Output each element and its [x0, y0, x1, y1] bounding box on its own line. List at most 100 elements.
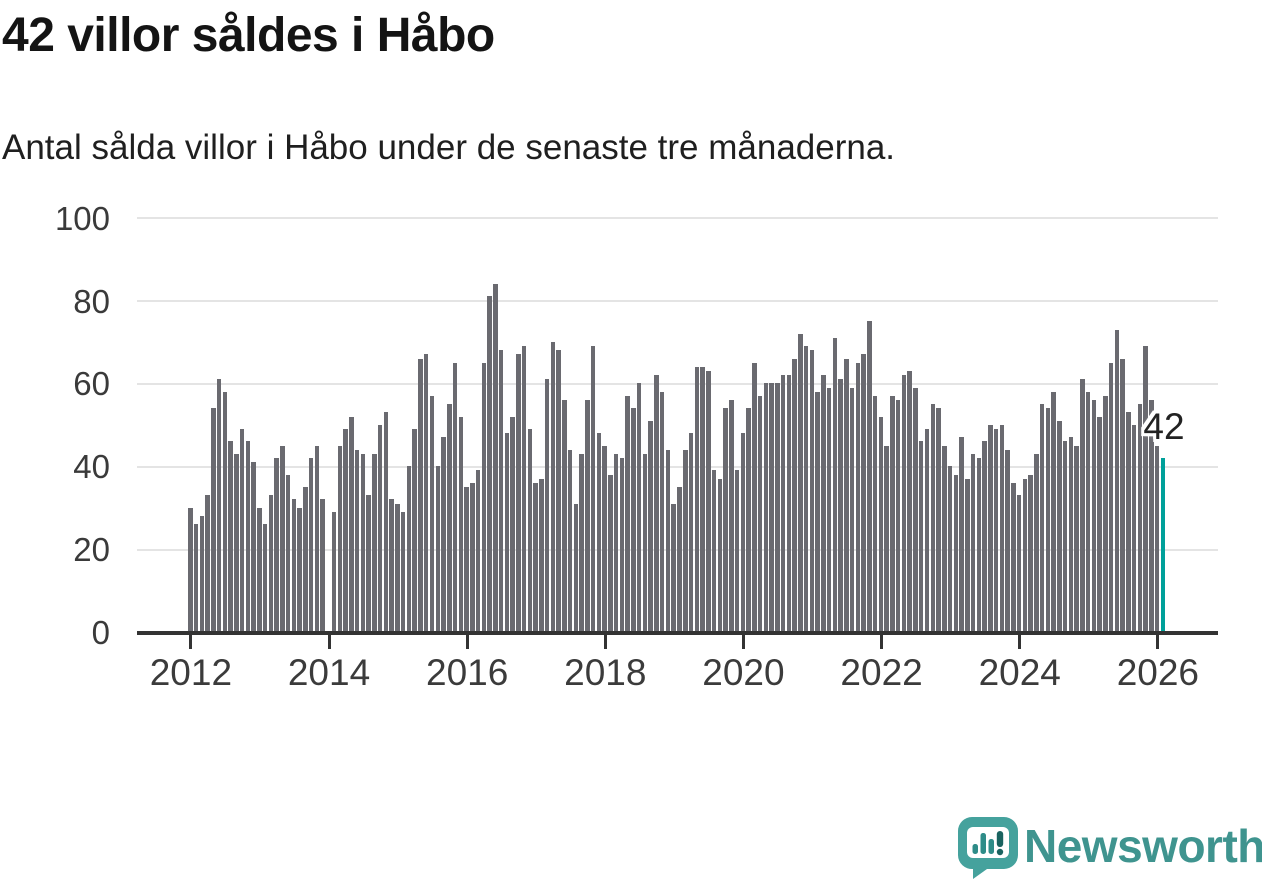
bar [268, 495, 274, 632]
bar [1131, 424, 1137, 632]
bar [1103, 395, 1108, 632]
x-axis-tick [189, 635, 193, 649]
bar [1114, 329, 1120, 632]
bar [942, 445, 947, 632]
bar [918, 441, 924, 632]
x-axis-tick [603, 635, 607, 649]
bar [619, 458, 625, 632]
bar [216, 379, 222, 632]
bar [1034, 453, 1039, 632]
bar [878, 416, 884, 632]
bar [965, 478, 970, 632]
bar [913, 387, 918, 632]
bar [314, 445, 320, 632]
x-axis-tick-label: 2016 [426, 652, 509, 693]
bar [884, 445, 889, 632]
bar [821, 375, 826, 632]
bar [303, 487, 308, 632]
x-axis-line [137, 631, 1218, 635]
bar [429, 395, 435, 632]
bar [452, 362, 458, 632]
bar [1091, 400, 1097, 632]
bar [481, 362, 487, 632]
bar [1080, 379, 1085, 632]
highlighted-bar [1160, 458, 1166, 632]
bar [711, 470, 717, 632]
bar [487, 296, 492, 632]
bar [412, 429, 417, 632]
bar [1126, 412, 1131, 632]
x-axis-tick [1156, 635, 1160, 649]
page-title: 42 villor såldes i Håbo [2, 9, 495, 62]
bar [665, 449, 671, 632]
bar [1068, 437, 1074, 632]
bar [988, 424, 993, 632]
gridline-y-40 [137, 465, 1218, 468]
bar [976, 458, 982, 632]
bar [763, 383, 769, 632]
bar [832, 337, 838, 632]
bar [510, 416, 515, 632]
y-axis-tick-label: 100 [54, 199, 110, 237]
bar [308, 458, 314, 632]
bar [372, 453, 377, 632]
bar [498, 350, 504, 632]
bar [683, 449, 688, 632]
bar [285, 474, 291, 632]
bar [809, 350, 815, 632]
bar [400, 511, 406, 632]
bar [573, 503, 579, 632]
bar [723, 408, 728, 632]
bar [533, 482, 538, 632]
bar [631, 408, 636, 632]
x-axis-tick-label: 2022 [840, 652, 923, 693]
bar [211, 408, 216, 632]
bar [562, 400, 567, 632]
y-axis-tick-label: 20 [73, 531, 110, 569]
bar [1057, 420, 1062, 632]
bar [740, 433, 746, 632]
bar [291, 499, 297, 632]
bar [504, 433, 510, 632]
x-axis-tick [1018, 635, 1022, 649]
bar [826, 387, 832, 632]
bar [222, 391, 228, 632]
bar [1137, 404, 1143, 632]
bar [239, 429, 245, 632]
bar [527, 429, 533, 632]
bar [297, 507, 302, 632]
newsworthy-logo: Newsworthy [958, 817, 1262, 879]
bar [636, 383, 642, 632]
x-axis-tick-label: 2020 [702, 652, 785, 693]
bar [999, 424, 1005, 632]
bar [199, 516, 204, 632]
bar [930, 404, 935, 632]
bar [815, 391, 820, 632]
bar [677, 487, 682, 632]
bar [377, 424, 383, 632]
bar [947, 466, 953, 632]
bar [706, 371, 711, 632]
bar [550, 342, 556, 632]
bar [441, 437, 446, 632]
bar [1062, 441, 1068, 632]
x-axis-tick-label: 2014 [287, 652, 371, 693]
bar [1039, 404, 1045, 632]
bar [838, 379, 843, 632]
bar [1016, 495, 1022, 632]
bar [970, 453, 976, 632]
bar [867, 321, 872, 632]
gridline-y-80 [137, 300, 1218, 303]
bar [1005, 449, 1010, 632]
bar [228, 441, 233, 632]
bar [752, 362, 757, 632]
y-axis-tick-label: 40 [73, 448, 110, 486]
bar [343, 429, 348, 632]
bar [556, 350, 561, 632]
bar [1074, 445, 1079, 632]
bar [354, 449, 360, 632]
bar [1022, 478, 1028, 632]
bar [1045, 408, 1051, 632]
